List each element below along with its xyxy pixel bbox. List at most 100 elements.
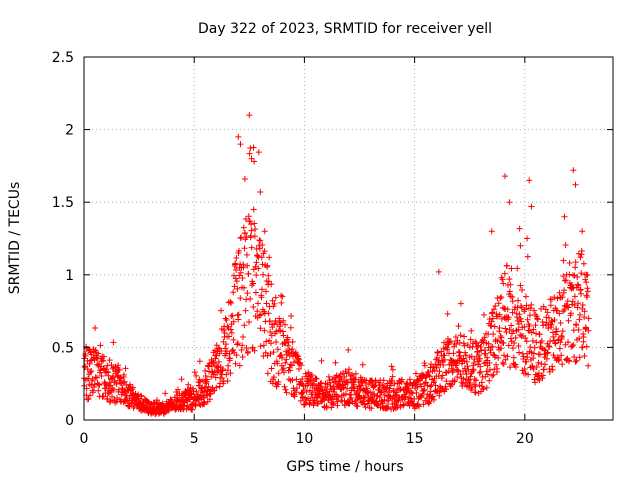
data-point xyxy=(284,342,291,349)
data-point xyxy=(582,276,589,283)
data-point xyxy=(558,352,565,359)
data-point xyxy=(256,237,263,244)
data-point xyxy=(306,401,313,408)
data-point xyxy=(581,353,588,360)
data-point xyxy=(92,374,99,381)
data-point xyxy=(552,339,559,346)
data-point xyxy=(540,322,547,329)
data-point xyxy=(89,389,96,396)
data-point xyxy=(421,362,428,369)
data-point xyxy=(242,230,249,237)
data-point xyxy=(533,330,540,337)
data-point xyxy=(565,304,572,311)
x-tick-label: 0 xyxy=(80,431,89,447)
data-point xyxy=(569,343,576,350)
data-point xyxy=(234,341,241,348)
data-point xyxy=(81,355,88,362)
data-point xyxy=(577,290,584,297)
data-point xyxy=(463,371,470,378)
data-point xyxy=(317,383,324,390)
data-point xyxy=(508,322,515,329)
data-point xyxy=(569,301,576,308)
data-point xyxy=(481,334,488,341)
data-point xyxy=(351,381,358,388)
data-point xyxy=(191,369,198,376)
data-point xyxy=(500,280,507,287)
data-point xyxy=(524,253,531,260)
data-point xyxy=(280,317,287,324)
data-point xyxy=(257,311,264,318)
data-point xyxy=(229,346,236,353)
data-point xyxy=(232,275,239,282)
data-point xyxy=(241,322,248,329)
data-point xyxy=(241,245,248,252)
data-point xyxy=(289,377,296,384)
data-point xyxy=(501,352,508,359)
data-point xyxy=(442,369,449,376)
y-axis-label: SRMTID / TECUs xyxy=(7,182,23,295)
data-point xyxy=(575,300,582,307)
data-point xyxy=(208,363,215,370)
data-point xyxy=(531,344,538,351)
data-point xyxy=(374,401,381,408)
data-point xyxy=(187,396,194,403)
data-point xyxy=(251,233,258,240)
data-point xyxy=(567,310,574,317)
data-point xyxy=(110,386,117,393)
data-point xyxy=(571,354,578,361)
data-point xyxy=(466,344,473,351)
data-point xyxy=(426,373,433,380)
data-point xyxy=(562,241,569,248)
data-point xyxy=(187,405,194,412)
data-point xyxy=(309,394,316,401)
data-point xyxy=(277,327,284,334)
data-point xyxy=(95,387,102,394)
data-point xyxy=(244,348,251,355)
data-point xyxy=(553,328,560,335)
data-point xyxy=(499,359,506,366)
data-point xyxy=(433,364,440,371)
data-point xyxy=(576,311,583,318)
data-point xyxy=(491,323,498,330)
data-point xyxy=(412,370,419,377)
data-point xyxy=(524,235,531,242)
data-point xyxy=(238,347,245,354)
data-point xyxy=(436,368,443,375)
data-point xyxy=(340,384,347,391)
data-point xyxy=(475,352,482,359)
data-point xyxy=(243,251,250,258)
data-point xyxy=(580,334,587,341)
data-point xyxy=(293,351,300,358)
data-point xyxy=(421,360,428,367)
data-point xyxy=(245,213,252,220)
data-point xyxy=(84,366,91,373)
data-point xyxy=(264,370,271,377)
data-point xyxy=(244,290,251,297)
data-point xyxy=(495,355,502,362)
data-point xyxy=(87,392,94,399)
data-point xyxy=(514,265,521,272)
data-point xyxy=(283,356,290,363)
data-point xyxy=(253,272,260,279)
data-point xyxy=(578,247,585,254)
x-tick-label: 15 xyxy=(406,431,424,447)
grid xyxy=(84,57,613,420)
data-point xyxy=(487,366,494,373)
data-point xyxy=(463,358,470,365)
data-point xyxy=(314,400,321,407)
data-point xyxy=(486,377,493,384)
data-point xyxy=(206,396,213,403)
data-point xyxy=(282,321,289,328)
data-point xyxy=(235,133,242,140)
data-point xyxy=(501,270,508,277)
x-axis-label: GPS time / hours xyxy=(286,459,403,475)
data-point xyxy=(229,312,236,319)
data-point xyxy=(225,333,232,340)
data-point xyxy=(255,265,262,272)
data-point xyxy=(526,177,533,184)
data-point xyxy=(308,371,315,378)
data-point xyxy=(181,402,188,409)
data-point xyxy=(547,302,554,309)
data-point xyxy=(489,372,496,379)
